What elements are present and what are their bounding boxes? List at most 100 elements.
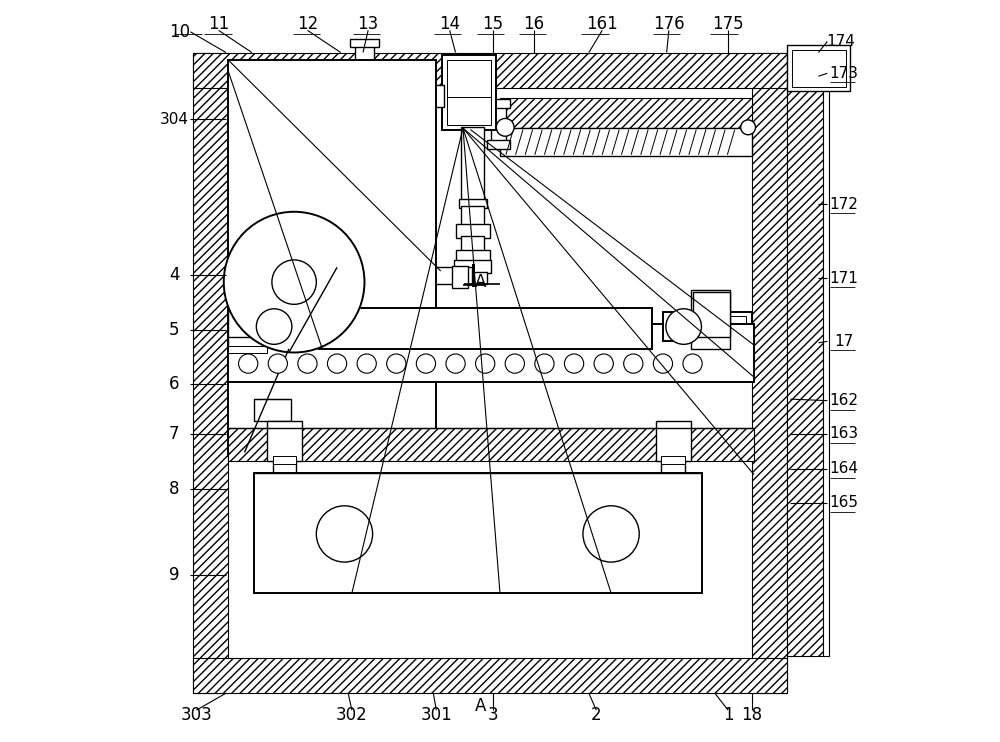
Bar [500, 99, 752, 128]
Text: 176: 176 [653, 16, 685, 33]
Bar [193, 53, 787, 88]
Bar [461, 236, 484, 252]
Bar [787, 45, 850, 91]
Bar [390, 267, 472, 283]
Text: 5: 5 [169, 321, 179, 339]
Text: 9: 9 [169, 565, 179, 584]
Circle shape [564, 354, 584, 373]
Text: 11: 11 [208, 16, 229, 33]
Bar [273, 456, 296, 464]
Bar [661, 456, 685, 464]
Bar [341, 138, 393, 197]
Text: 161: 161 [586, 16, 618, 33]
Text: 12: 12 [297, 16, 318, 33]
Bar [359, 213, 374, 226]
Bar [456, 224, 490, 237]
Bar [500, 128, 752, 157]
Circle shape [683, 354, 702, 373]
Bar [487, 99, 510, 108]
Bar [228, 324, 754, 382]
Text: 175: 175 [712, 16, 744, 33]
Circle shape [327, 354, 347, 373]
Bar [663, 312, 691, 341]
Bar [487, 140, 510, 149]
Bar [344, 142, 389, 193]
Bar [752, 53, 787, 693]
Bar [722, 312, 752, 378]
Text: 8: 8 [169, 481, 179, 499]
Text: 16: 16 [524, 16, 545, 33]
Text: 4: 4 [169, 266, 179, 283]
Circle shape [653, 354, 673, 373]
Text: 7: 7 [169, 425, 179, 443]
Bar [423, 85, 444, 108]
Bar [319, 308, 652, 349]
Bar [193, 657, 787, 693]
Circle shape [224, 211, 364, 352]
Circle shape [741, 120, 756, 135]
Bar [244, 269, 274, 304]
Circle shape [268, 354, 287, 373]
Circle shape [272, 260, 316, 304]
Text: 10: 10 [169, 23, 191, 41]
Bar [491, 102, 506, 143]
Bar [459, 272, 487, 283]
Text: A: A [475, 273, 486, 291]
Text: A: A [475, 697, 486, 715]
Bar [254, 399, 291, 421]
Text: 301: 301 [420, 706, 452, 724]
Bar [447, 60, 491, 125]
Bar [442, 56, 496, 130]
Bar [267, 421, 302, 462]
Bar [459, 199, 487, 208]
Text: 3: 3 [487, 706, 498, 724]
Text: 174: 174 [826, 34, 855, 49]
Bar [787, 86, 823, 656]
Circle shape [239, 354, 258, 373]
Bar [452, 266, 468, 288]
Bar [456, 250, 490, 261]
Circle shape [387, 354, 406, 373]
Text: 17: 17 [834, 334, 853, 349]
Circle shape [594, 354, 613, 373]
Bar [823, 86, 829, 656]
Bar [350, 39, 379, 47]
Bar [656, 421, 691, 462]
Text: 172: 172 [829, 197, 858, 212]
Bar [356, 194, 378, 215]
Text: 164: 164 [829, 462, 858, 476]
Text: 171: 171 [829, 271, 858, 286]
Text: 173: 173 [829, 66, 858, 81]
Circle shape [316, 506, 373, 562]
Circle shape [666, 309, 701, 344]
Bar [356, 224, 378, 237]
Bar [228, 346, 267, 353]
Bar [461, 127, 484, 200]
Circle shape [446, 354, 465, 373]
Circle shape [535, 354, 554, 373]
Bar [472, 264, 475, 286]
Circle shape [505, 354, 524, 373]
Text: 18: 18 [741, 706, 762, 724]
Circle shape [298, 354, 317, 373]
Text: 163: 163 [829, 427, 858, 441]
Bar [242, 272, 247, 301]
Bar [339, 239, 390, 269]
Text: 13: 13 [358, 16, 379, 33]
Circle shape [357, 354, 376, 373]
Bar [228, 289, 267, 349]
Text: 165: 165 [829, 496, 858, 510]
Text: 1: 1 [723, 706, 733, 724]
Bar [461, 206, 484, 226]
Bar [228, 60, 436, 456]
Bar [454, 260, 491, 273]
Circle shape [496, 119, 514, 137]
Text: 304: 304 [160, 112, 189, 127]
Text: 6: 6 [169, 375, 179, 393]
Text: 14: 14 [439, 16, 460, 33]
Bar [792, 50, 846, 87]
Circle shape [476, 354, 495, 373]
Bar [693, 292, 730, 337]
Bar [267, 312, 295, 341]
Text: 15: 15 [482, 16, 503, 33]
